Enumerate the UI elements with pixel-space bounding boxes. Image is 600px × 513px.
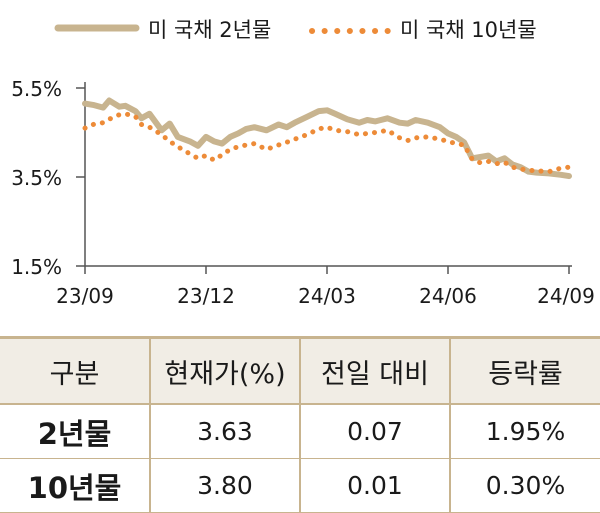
y-tick-label: 1.5%: [11, 255, 62, 279]
row-label-10y: 10년물: [0, 458, 150, 513]
header-day-change: 전일 대비: [299, 336, 450, 405]
cell-change-rate: 1.95%: [449, 404, 600, 459]
cell-current-price: 3.80: [149, 458, 300, 513]
legend-label-2y: 미 국채 2년물: [148, 18, 271, 42]
header-category: 구분: [0, 336, 150, 405]
x-tick-label: 23/09: [56, 284, 114, 308]
chart-legend: 미 국채 2년물 미 국채 10년물: [54, 18, 537, 42]
table-header-row: 구분 현재가(%) 전일 대비 등락률: [0, 336, 600, 405]
table-row: 10년물 3.80 0.01 0.30%: [0, 458, 600, 513]
row-label-2y: 2년물: [0, 404, 150, 459]
cell-current-price: 3.63: [149, 404, 300, 459]
series-line-2y: [82, 97, 572, 180]
y-tick-label: 3.5%: [11, 166, 62, 190]
cell-change-rate: 0.30%: [449, 458, 600, 513]
y-axis-ticks: 5.5% 3.5% 1.5%: [11, 77, 85, 279]
yield-line-chart: 미 국채 2년물 미 국채 10년물 5.5% 3.5% 1.5% 23/09 …: [11, 18, 595, 308]
legend-label-10y: 미 국채 10년물: [400, 18, 537, 42]
x-tick-label: 23/12: [177, 284, 235, 308]
y-tick-label: 5.5%: [11, 77, 62, 101]
x-tick-label: 24/09: [537, 284, 595, 308]
cell-day-change: 0.01: [299, 458, 450, 513]
x-tick-label: 24/03: [298, 284, 356, 308]
header-change-rate: 등락률: [449, 336, 600, 405]
table-row: 2년물 3.63 0.07 1.95%: [0, 404, 600, 459]
chart-axes: [84, 82, 572, 267]
series-line-10y: [82, 111, 572, 175]
header-current-price: 현재가(%): [149, 336, 300, 405]
x-axis-ticks: 23/09 23/12 24/03 24/06 24/09: [56, 266, 595, 308]
x-tick-label: 24/06: [419, 284, 477, 308]
yield-summary-table: 구분 현재가(%) 전일 대비 등락률 2년물 3.63 0.07 1.95% …: [0, 336, 600, 513]
series-layer: [82, 97, 572, 180]
cell-day-change: 0.07: [299, 404, 450, 459]
